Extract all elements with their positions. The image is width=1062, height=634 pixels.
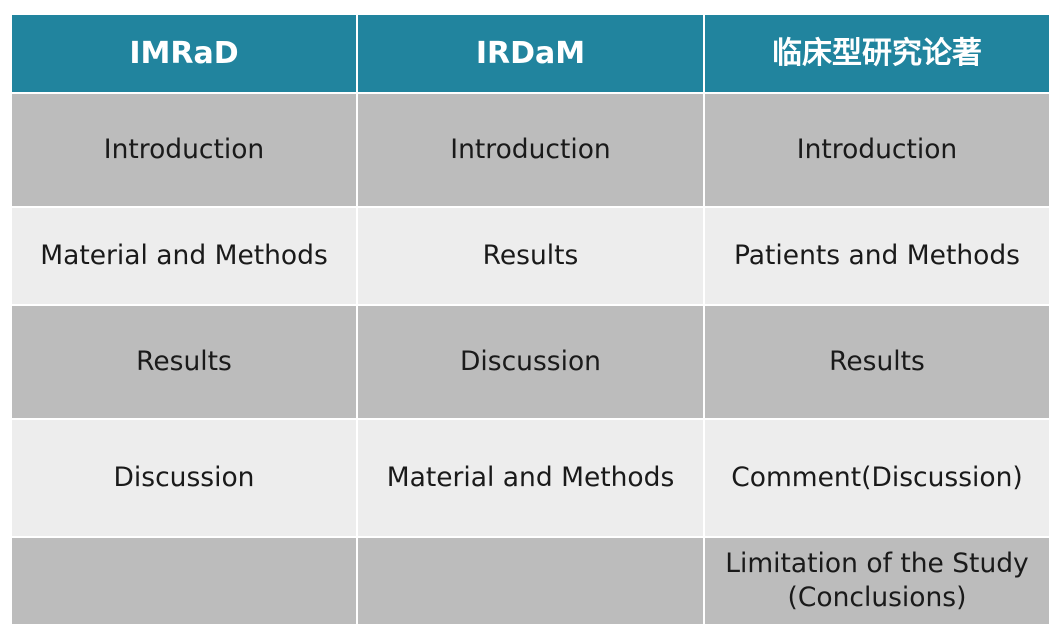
table-cell [12, 538, 356, 624]
table-cell: Introduction [12, 94, 356, 206]
header-cell: IMRaD [12, 15, 356, 92]
table-cell: Comment(Discussion) [705, 420, 1049, 536]
table-cell [358, 538, 703, 624]
header-cell: 临床型研究论著 [705, 15, 1049, 92]
table-cell: Patients and Methods [705, 208, 1049, 304]
table-cell: Results [705, 306, 1049, 418]
table-cell: Introduction [705, 94, 1049, 206]
table-cell: Material and Methods [358, 420, 703, 536]
header-cell: IRDaM [358, 15, 703, 92]
table-cell: Limitation of the Study (Conclusions) [705, 538, 1049, 624]
table-cell: Material and Methods [12, 208, 356, 304]
table-cell: Discussion [358, 306, 703, 418]
table-cell: Introduction [358, 94, 703, 206]
comparison-table: IMRaD IRDaM 临床型研究论著 Introduction Introdu… [12, 15, 1049, 624]
table-cell: Discussion [12, 420, 356, 536]
table-cell: Results [12, 306, 356, 418]
table-cell: Results [358, 208, 703, 304]
